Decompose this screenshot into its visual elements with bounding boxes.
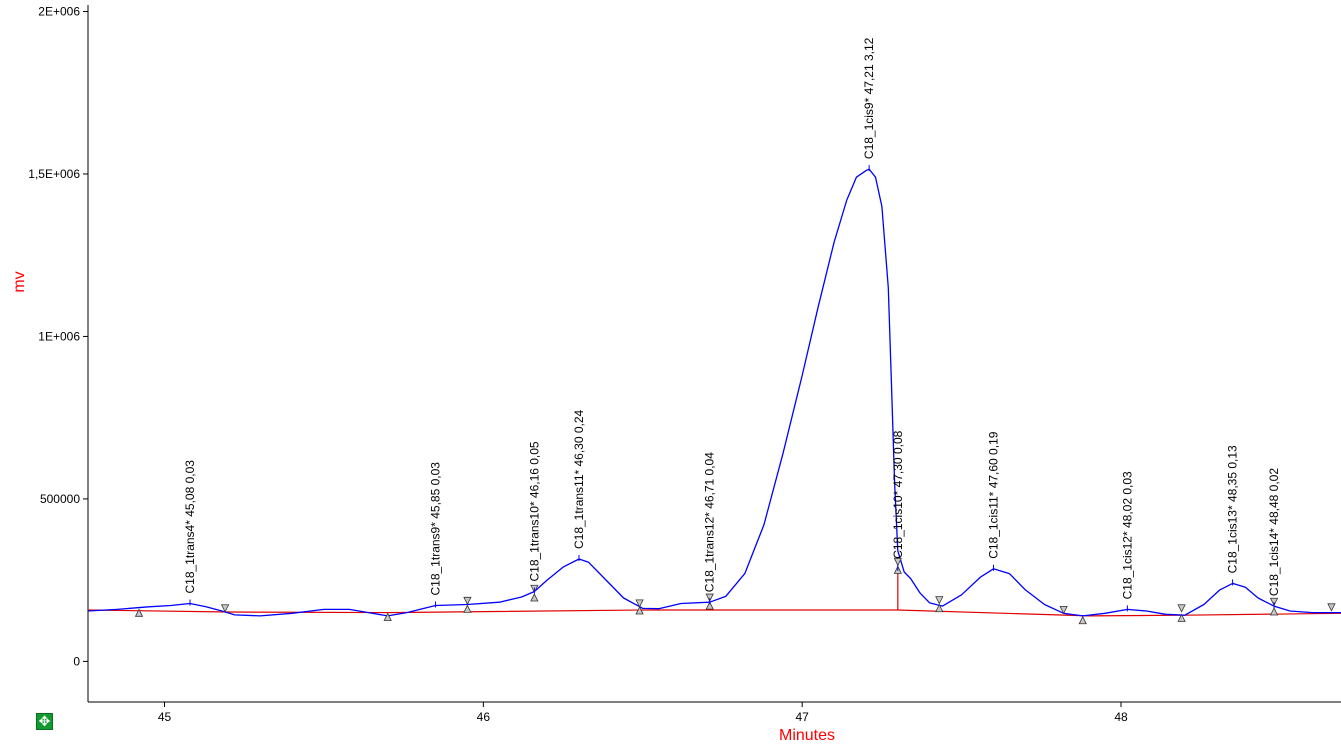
peak-end-marker [220, 604, 230, 613]
peak-start-marker [705, 601, 714, 610]
peak-label: C18_1trans11* 46,30 0,24 [572, 409, 586, 549]
y-tick-label: 1,5E+006 [28, 167, 80, 181]
peak-start-marker [1177, 613, 1186, 622]
peak-start-marker [635, 606, 644, 615]
y-tick-label: 0 [73, 654, 80, 668]
y-tick-label: 500000 [40, 492, 80, 506]
label-layer: C18_1trans4* 45,08 0,03 C18_1trans9* 45,8… [183, 37, 1281, 612]
y-axis-title: mv [11, 271, 28, 292]
peak-end-marker [1327, 603, 1336, 612]
peak-label: C18_1cis10* 47,30 0,08 [891, 430, 905, 558]
peak-end-marker [635, 599, 644, 608]
peak-end-marker [463, 596, 472, 606]
x-tick-label: 45 [158, 710, 172, 724]
peak-label: C18_1cis12* 48,02 0,03 [1120, 471, 1134, 599]
signal-trace-line [87, 168, 1341, 617]
move-arrows-icon[interactable]: ✥ [36, 713, 53, 730]
baseline-layer [87, 609, 1341, 617]
peak-label: C18_1trans12* 46,71 0,04 [703, 452, 717, 592]
peak-start-marker [1269, 607, 1279, 616]
y-tick-label: 2E+006 [38, 4, 80, 18]
x-tick-label: 48 [1114, 710, 1128, 724]
x-axis-title: Minutes [779, 727, 835, 744]
peak-start-marker [134, 608, 144, 617]
marker-layer [134, 557, 1336, 625]
peak-label: C18_1cis13* 48,35 0,13 [1226, 445, 1240, 573]
peak-end-marker [935, 596, 944, 605]
x-tick-label: 47 [795, 710, 809, 724]
peak-start-marker [463, 604, 472, 613]
y-tick-label: 1E+006 [38, 329, 80, 343]
peak-label: C18_1trans9* 45,85 0,03 [429, 462, 443, 596]
trace-layer [87, 168, 1341, 617]
peak-label: C18_1cis9* 47,21 3,12 [862, 37, 876, 159]
peak-end-marker [705, 593, 714, 602]
baseline-line [87, 609, 1341, 617]
axes: 0 500000 1E+006 1,5E+006 2E+006 45 46 47 48 [28, 4, 1341, 724]
peak-start-marker [1078, 615, 1087, 625]
peak-end-marker [1177, 604, 1186, 613]
peak-end-marker [1059, 605, 1068, 615]
peak-start-marker [383, 612, 392, 621]
x-tick-label: 46 [477, 710, 491, 724]
peak-end-marker [1269, 597, 1279, 607]
peak-start-marker [935, 603, 944, 613]
peak-label: C18_1trans4* 45,08 0,03 [183, 460, 197, 594]
peak-label: C18_1cis11* 47,60 0,19 [987, 431, 1001, 559]
peak-label: C18_1trans10* 46,16 0,05 [527, 441, 541, 581]
peak-label: C18_1cis14* 48,48 0,02 [1267, 468, 1281, 596]
peak-start-marker [530, 593, 539, 602]
peak-end-marker [893, 557, 902, 567]
